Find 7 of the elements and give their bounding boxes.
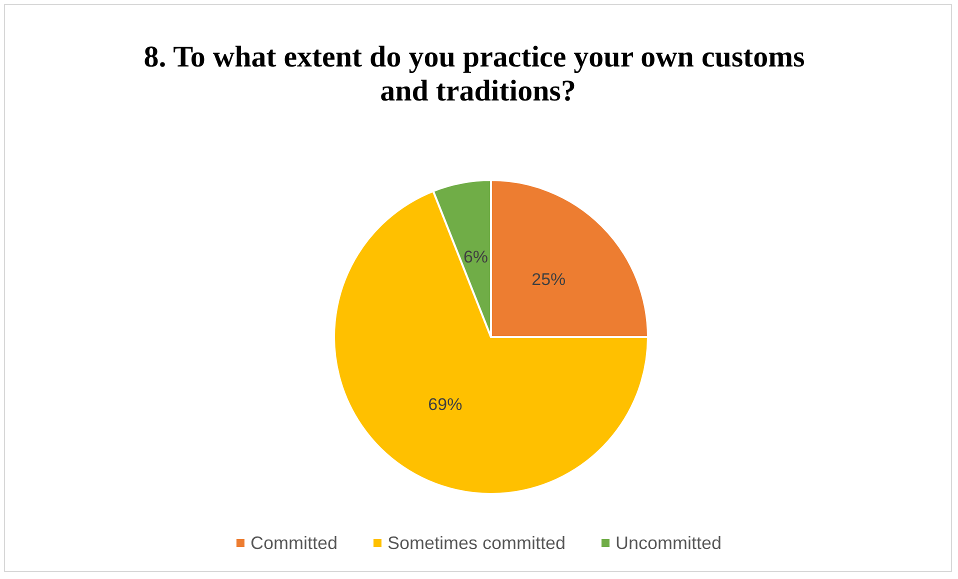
legend-label: Uncommitted — [616, 533, 722, 553]
data-label: 6% — [463, 247, 488, 266]
data-label: 69% — [428, 394, 462, 414]
chart-title: 8. To what extent do you practice your own customs and traditions? — [144, 40, 812, 108]
legend-label: Sometimes committed — [387, 533, 566, 553]
legend-label: Committed — [250, 533, 338, 553]
data-label: 25% — [532, 270, 566, 289]
